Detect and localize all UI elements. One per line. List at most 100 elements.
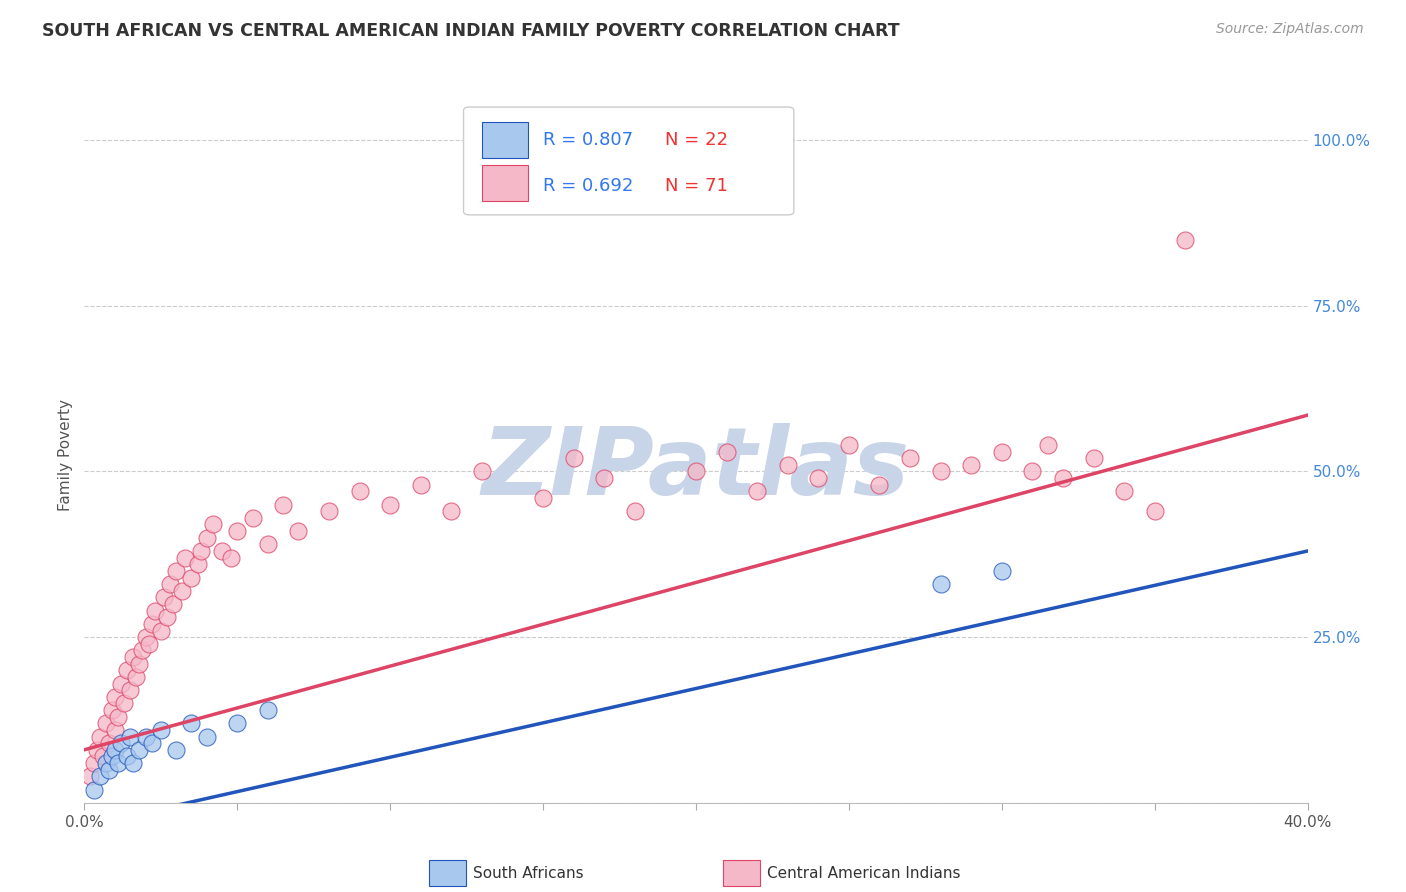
Point: [83, 782, 105, 797]
Point: [929, 577, 952, 591]
Point: [138, 637, 160, 651]
Point: [122, 756, 145, 770]
Point: [226, 524, 249, 538]
Text: South Africans: South Africans: [474, 865, 583, 880]
Point: [141, 616, 163, 631]
Point: [991, 444, 1014, 458]
Point: [380, 498, 402, 512]
Point: [195, 531, 218, 545]
Text: N = 22: N = 22: [665, 131, 728, 149]
Point: [1174, 233, 1197, 247]
Point: [991, 564, 1014, 578]
Y-axis label: Family Poverty: Family Poverty: [58, 399, 73, 511]
Point: [190, 544, 212, 558]
Point: [172, 583, 194, 598]
Point: [747, 484, 769, 499]
Text: N = 71: N = 71: [665, 177, 728, 194]
FancyBboxPatch shape: [429, 860, 465, 887]
Point: [94, 756, 117, 770]
Point: [97, 736, 120, 750]
Point: [159, 577, 181, 591]
Point: [101, 749, 124, 764]
Point: [86, 743, 108, 757]
Point: [128, 657, 150, 671]
Point: [89, 730, 111, 744]
Point: [135, 630, 157, 644]
Point: [107, 756, 129, 770]
Point: [135, 730, 157, 744]
Point: [122, 650, 145, 665]
Point: [120, 683, 142, 698]
Point: [125, 670, 148, 684]
Point: [180, 716, 202, 731]
Point: [211, 544, 233, 558]
Point: [180, 570, 202, 584]
Point: [960, 458, 983, 472]
Point: [776, 458, 799, 472]
Point: [685, 465, 707, 479]
FancyBboxPatch shape: [723, 860, 759, 887]
Point: [104, 723, 127, 737]
Point: [716, 444, 738, 458]
Point: [107, 709, 129, 723]
Point: [562, 451, 585, 466]
Point: [257, 703, 280, 717]
Text: R = 0.692: R = 0.692: [543, 177, 634, 194]
Point: [1036, 438, 1059, 452]
Point: [162, 597, 184, 611]
Point: [110, 676, 132, 690]
Point: [165, 743, 187, 757]
Point: [1143, 504, 1166, 518]
Point: [898, 451, 921, 466]
Point: [89, 769, 111, 783]
Point: [104, 743, 127, 757]
Point: [174, 550, 197, 565]
Point: [94, 716, 117, 731]
Point: [929, 465, 952, 479]
Point: [141, 736, 163, 750]
Point: [120, 730, 142, 744]
Point: [131, 643, 153, 657]
Point: [149, 624, 172, 638]
Point: [149, 723, 172, 737]
Point: [287, 524, 309, 538]
Point: [201, 517, 224, 532]
Point: [195, 730, 218, 744]
Point: [226, 716, 249, 731]
Point: [318, 504, 340, 518]
FancyBboxPatch shape: [482, 165, 529, 201]
Point: [165, 564, 187, 578]
Point: [104, 690, 127, 704]
FancyBboxPatch shape: [464, 107, 794, 215]
FancyBboxPatch shape: [482, 121, 529, 158]
Text: Central American Indians: Central American Indians: [766, 865, 960, 880]
Text: R = 0.807: R = 0.807: [543, 131, 633, 149]
Point: [1021, 465, 1043, 479]
Point: [128, 743, 150, 757]
Point: [1052, 471, 1074, 485]
Point: [257, 537, 280, 551]
Point: [624, 504, 647, 518]
Point: [219, 550, 242, 565]
Point: [838, 438, 860, 452]
Point: [91, 749, 114, 764]
Point: [115, 749, 138, 764]
Point: [471, 465, 494, 479]
Text: Source: ZipAtlas.com: Source: ZipAtlas.com: [1216, 22, 1364, 37]
Point: [97, 763, 120, 777]
Point: [807, 471, 830, 485]
Point: [349, 484, 371, 499]
Point: [271, 498, 294, 512]
Point: [112, 697, 135, 711]
Point: [1083, 451, 1105, 466]
Point: [143, 604, 166, 618]
Point: [593, 471, 616, 485]
Point: [869, 477, 891, 491]
Point: [110, 736, 132, 750]
Text: ZIPatlas: ZIPatlas: [482, 423, 910, 515]
Point: [83, 756, 105, 770]
Point: [186, 558, 208, 572]
Text: SOUTH AFRICAN VS CENTRAL AMERICAN INDIAN FAMILY POVERTY CORRELATION CHART: SOUTH AFRICAN VS CENTRAL AMERICAN INDIAN…: [42, 22, 900, 40]
Point: [531, 491, 554, 505]
Point: [101, 703, 124, 717]
